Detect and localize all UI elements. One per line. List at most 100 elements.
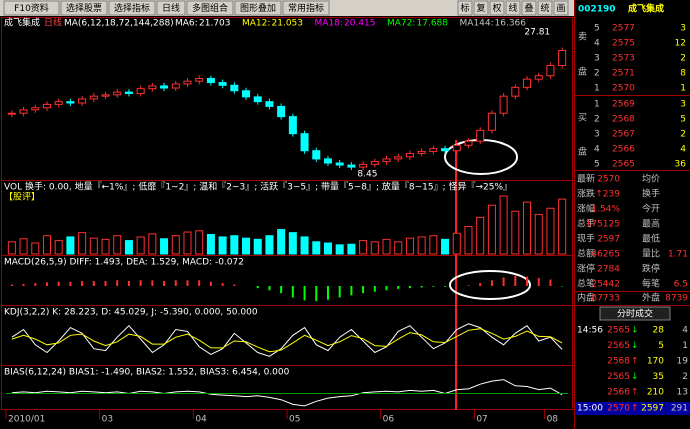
candle bbox=[113, 91, 122, 96]
toolbar-icon-label: 复 bbox=[476, 2, 485, 14]
quote-field: 现手 bbox=[577, 233, 595, 245]
trade-vol: 5 bbox=[658, 341, 664, 351]
quote-field: 外盘 bbox=[642, 292, 660, 304]
book-level: 5 bbox=[594, 24, 600, 34]
indicator-line bbox=[11, 379, 563, 407]
volume-bar bbox=[523, 201, 532, 255]
volume-bar bbox=[487, 204, 496, 255]
trade-time: 14:56 bbox=[577, 326, 603, 336]
book-level: 2 bbox=[594, 115, 600, 125]
toolbar-button[interactable] bbox=[156, 0, 186, 16]
trade-highlight bbox=[575, 402, 690, 415]
candle bbox=[136, 88, 145, 94]
candle bbox=[464, 140, 473, 146]
volume-bar bbox=[171, 235, 180, 255]
candle bbox=[347, 164, 356, 168]
book-qty: 3 bbox=[680, 100, 686, 110]
book-qty: 4 bbox=[680, 145, 686, 155]
quote-field: 8739 bbox=[665, 294, 688, 304]
candle bbox=[277, 105, 286, 118]
candle bbox=[42, 103, 51, 109]
quote-field: 涨停 bbox=[577, 263, 595, 275]
book-qty: 8 bbox=[680, 69, 686, 79]
toolbar-button[interactable] bbox=[234, 0, 282, 16]
ma-value: 21.703 bbox=[199, 19, 231, 29]
trade-count: 19 bbox=[677, 357, 689, 367]
volume-bar bbox=[394, 241, 403, 255]
quote-field: 2570 bbox=[597, 175, 620, 185]
toolbar-icon[interactable] bbox=[457, 0, 473, 16]
book-qty: 3 bbox=[680, 24, 686, 34]
quote-field: 46265 bbox=[591, 250, 620, 260]
volume-bar bbox=[499, 195, 508, 255]
trade-time: 15:00 bbox=[577, 404, 603, 414]
trade-price: 2566 bbox=[607, 388, 630, 398]
volume-bar bbox=[124, 240, 133, 255]
trade-vol: 35 bbox=[653, 372, 664, 382]
candle bbox=[487, 112, 496, 131]
book-qty: 1 bbox=[680, 84, 686, 94]
toolbar-button[interactable] bbox=[186, 0, 234, 16]
volume-bar bbox=[113, 235, 122, 255]
trade-price: 2568 bbox=[607, 357, 630, 367]
toolbar-button-label: 图形叠加 bbox=[240, 2, 276, 14]
candle bbox=[171, 83, 180, 89]
book-qty: 36 bbox=[675, 160, 687, 170]
toolbar-icon[interactable] bbox=[473, 0, 489, 16]
toolbar-button-label: 常用指标 bbox=[288, 2, 324, 14]
trade-count: 13 bbox=[677, 388, 688, 398]
stock-name: 成飞集成 bbox=[628, 3, 664, 15]
period: 日线 bbox=[44, 17, 62, 29]
tab[interactable] bbox=[599, 306, 671, 321]
book-level: 1 bbox=[594, 84, 600, 94]
volume-bar bbox=[405, 237, 414, 255]
toolbar-icon[interactable] bbox=[537, 0, 553, 16]
toolbar-button[interactable] bbox=[282, 0, 330, 16]
ma-label: MA18: bbox=[315, 19, 343, 29]
quote-field: 175125 bbox=[586, 220, 620, 230]
quote-field: 最新 bbox=[577, 173, 595, 185]
book-qty: 5 bbox=[680, 115, 686, 125]
volume-bar bbox=[42, 235, 51, 255]
trade-count: 2 bbox=[682, 372, 688, 382]
toolbar-icon[interactable] bbox=[489, 0, 505, 16]
volume-bar bbox=[429, 235, 438, 255]
toolbar-icon[interactable] bbox=[553, 0, 569, 16]
date-label: 2010/01 bbox=[8, 415, 45, 425]
toolbar-button[interactable] bbox=[60, 0, 108, 16]
candle bbox=[370, 161, 379, 165]
quote-field: 均价 bbox=[642, 173, 660, 185]
toolbar-icon[interactable] bbox=[505, 0, 521, 16]
candle bbox=[218, 82, 227, 86]
toolbar-button-label: 选择股票 bbox=[66, 2, 102, 14]
ma-value: 17.688 bbox=[417, 19, 449, 29]
book-price: 2566 bbox=[612, 145, 635, 155]
trade-dir: ↓ bbox=[631, 326, 639, 336]
candle bbox=[195, 77, 204, 82]
candle bbox=[101, 94, 110, 97]
volume-bar bbox=[417, 236, 426, 255]
trade-dir: ↓ bbox=[631, 372, 639, 382]
volume-bar bbox=[242, 237, 251, 255]
toolbar-button[interactable] bbox=[3, 0, 60, 16]
toolbar-button[interactable] bbox=[108, 0, 156, 16]
trade-vol: 210 bbox=[647, 388, 664, 398]
volume-bar bbox=[195, 230, 204, 255]
ma-value: 16.366 bbox=[495, 19, 527, 29]
quote-field: 总额 bbox=[577, 248, 595, 260]
quote-field: 最高 bbox=[642, 218, 660, 230]
volume-bar bbox=[19, 238, 28, 255]
trade-dir: ↑ bbox=[631, 357, 639, 367]
volume-bar bbox=[464, 226, 473, 255]
volume-bar bbox=[370, 241, 379, 255]
book-level: 4 bbox=[594, 39, 600, 49]
trade-count: 291 bbox=[671, 404, 688, 414]
volume-bar bbox=[534, 213, 543, 255]
candle bbox=[523, 78, 532, 88]
side-label: 卖 bbox=[578, 32, 587, 43]
toolbar-icon[interactable] bbox=[521, 0, 537, 16]
volume-bar bbox=[66, 236, 75, 255]
book-level: 5 bbox=[594, 160, 600, 170]
